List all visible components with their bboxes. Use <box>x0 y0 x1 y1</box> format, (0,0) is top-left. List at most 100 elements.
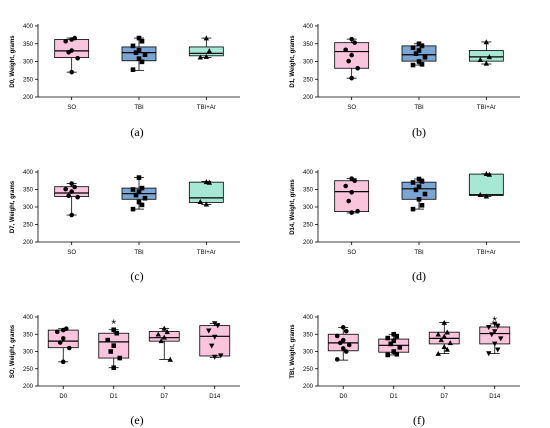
data-point <box>438 337 444 343</box>
x-tick-label: D14 <box>489 394 501 400</box>
data-point <box>136 199 142 205</box>
y-axis-label: D7, Weight, grams <box>10 180 16 233</box>
data-point <box>75 56 80 61</box>
y-tick-label: 350 <box>303 42 314 48</box>
data-point <box>483 193 490 199</box>
data-point <box>419 43 425 49</box>
data-point <box>394 351 400 357</box>
box-tbi <box>121 175 157 212</box>
data-point <box>416 197 422 202</box>
data-point <box>444 329 450 335</box>
data-point <box>410 206 416 212</box>
data-point <box>139 185 145 191</box>
data-point <box>66 345 72 351</box>
data-point <box>130 67 136 72</box>
data-point <box>215 323 221 329</box>
data-point <box>136 47 142 53</box>
y-tick-label: 350 <box>303 332 314 338</box>
y-tick-label: 250 <box>23 77 34 83</box>
data-point <box>495 347 501 353</box>
data-point <box>349 75 354 81</box>
data-point <box>391 349 397 354</box>
box-tbi <box>401 176 437 212</box>
box-tbi <box>121 35 157 72</box>
y-axis-label: D1, Weight, grams <box>290 35 296 88</box>
data-point <box>63 186 68 192</box>
data-point <box>483 171 490 177</box>
data-point <box>69 212 74 218</box>
data-point <box>343 349 349 354</box>
data-point <box>212 321 218 327</box>
box-so <box>54 35 90 75</box>
chart-panel: 200 250 300 350 400 D0, Weight, grams SO TBI TBI… <box>10 24 240 139</box>
data-point <box>419 62 425 67</box>
data-point <box>136 189 142 194</box>
data-point <box>410 62 416 68</box>
data-point <box>66 193 71 199</box>
data-point <box>349 190 354 195</box>
box-tbi-ar <box>188 179 224 207</box>
data-point <box>155 331 161 337</box>
data-point <box>139 38 145 44</box>
data-point <box>136 56 142 61</box>
data-point <box>75 194 80 200</box>
box-d1 <box>378 331 410 358</box>
y-tick-label: 250 <box>303 77 314 83</box>
x-tick-label: TBI <box>134 250 144 256</box>
data-point <box>343 47 348 53</box>
y-tick-label: 250 <box>23 367 34 373</box>
panel-caption: (c) <box>130 269 143 283</box>
y-tick-label: 250 <box>23 223 34 229</box>
data-point <box>441 343 447 349</box>
data-point <box>218 353 224 359</box>
x-tick-label: D1 <box>390 394 398 400</box>
y-tick-label: 200 <box>23 240 34 246</box>
y-tick-label: 200 <box>23 384 34 390</box>
data-point <box>206 179 213 185</box>
data-point <box>72 184 77 190</box>
x-tick-label: TBI <box>414 105 424 111</box>
panel-caption: (a) <box>130 125 143 139</box>
data-point <box>334 357 340 362</box>
data-point <box>203 179 210 185</box>
data-point <box>105 337 111 343</box>
x-tick-label: SO <box>67 105 76 111</box>
data-point <box>355 65 360 71</box>
data-point <box>483 39 490 45</box>
data-point <box>337 340 343 346</box>
data-point <box>498 336 504 342</box>
data-point <box>136 35 142 41</box>
box-so <box>334 36 370 81</box>
y-tick-label: 200 <box>303 240 314 246</box>
data-point <box>492 341 498 347</box>
data-point <box>54 329 60 335</box>
x-tick-label: TBI+Ar <box>477 105 496 111</box>
chart-panel: 200 250 300 350 400 D7, Weight, grams SO TBI TBI… <box>10 170 240 283</box>
box-tbi-ar <box>468 171 504 199</box>
y-tick-label: 300 <box>23 205 34 211</box>
significance-star: * <box>492 314 497 328</box>
y-axis-label: D0, Weight, grams <box>10 35 16 88</box>
data-point <box>114 330 120 336</box>
y-tick-label: 200 <box>23 95 34 101</box>
data-point <box>334 333 340 339</box>
box-tbi-ar <box>188 35 224 60</box>
data-point <box>422 191 428 197</box>
box-body <box>334 180 370 212</box>
data-point <box>346 198 351 204</box>
data-point <box>352 40 357 45</box>
data-point <box>410 45 416 50</box>
y-tick-label: 400 <box>23 170 34 176</box>
data-point <box>413 51 419 56</box>
box-d7 <box>148 325 180 362</box>
chart-panel: 200 250 300 350 400 TBI, Weight, grams D0 D1 D7 D… <box>290 314 520 427</box>
data-point <box>391 331 397 337</box>
x-tick-label: D0 <box>59 394 67 400</box>
data-point <box>355 208 360 214</box>
data-point <box>385 335 391 341</box>
data-point <box>435 331 441 337</box>
data-point <box>142 52 148 58</box>
data-point <box>212 354 218 360</box>
data-point <box>142 195 148 201</box>
